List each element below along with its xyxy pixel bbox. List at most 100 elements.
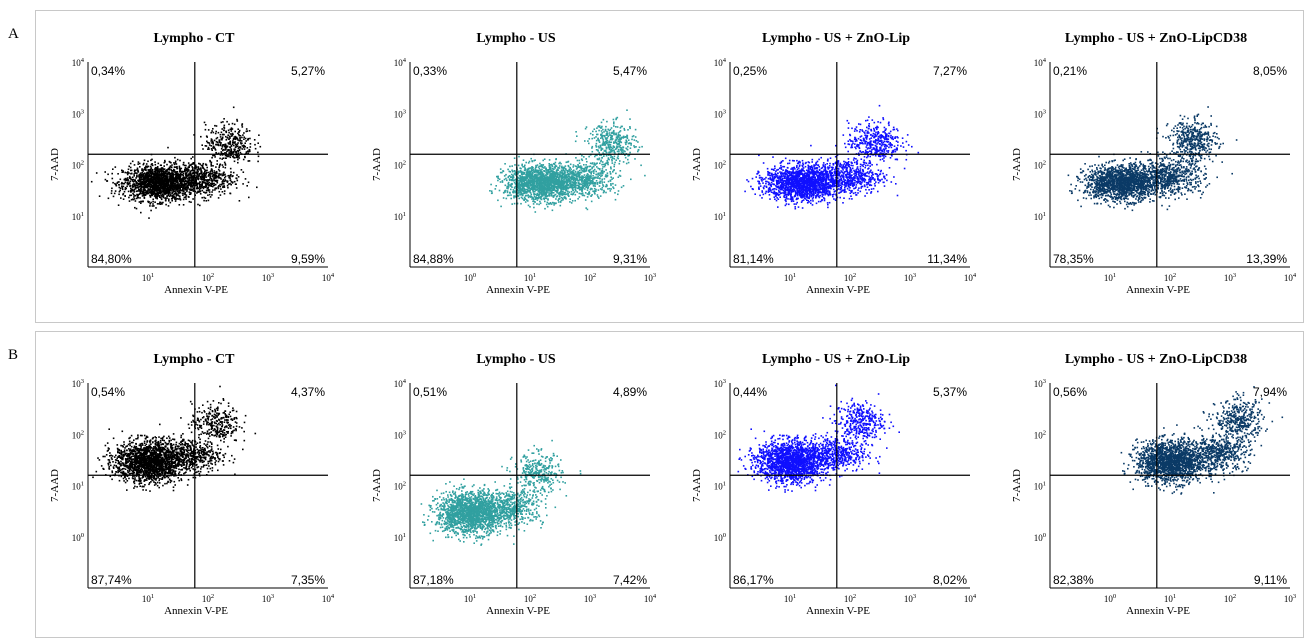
scatter-point	[132, 189, 134, 191]
scatter-point	[132, 198, 134, 200]
scatter-point	[533, 187, 535, 189]
scatter-point	[544, 193, 546, 195]
scatter-point	[533, 207, 535, 209]
scatter-point	[170, 175, 172, 177]
scatter-point	[577, 198, 579, 200]
scatter-point	[510, 185, 512, 187]
scatter-point	[222, 146, 224, 148]
scatter-point	[569, 167, 571, 169]
scatter-point	[155, 181, 157, 183]
scatter-point	[140, 173, 142, 175]
scatter-point	[190, 173, 192, 175]
scatter-point	[548, 192, 550, 194]
scatter-point	[105, 179, 107, 181]
scatter-point	[547, 199, 549, 201]
scatter-point	[126, 186, 128, 188]
scatter-point	[572, 176, 574, 178]
scatter-point	[227, 185, 229, 187]
scatter-point	[500, 206, 502, 208]
scatter-point	[203, 191, 205, 193]
scatter-point	[192, 169, 194, 171]
scatter-point	[134, 179, 136, 181]
scatter-point	[531, 181, 533, 183]
scatter-point	[623, 185, 625, 187]
scatter-point	[559, 173, 561, 175]
scatter-point	[135, 195, 137, 197]
scatter-point	[597, 177, 599, 179]
scatter-point	[226, 180, 228, 182]
scatter-point	[564, 172, 566, 174]
scatter-point	[150, 166, 152, 168]
scatter-point	[505, 174, 507, 176]
scatter-point	[223, 185, 225, 187]
scatter-point	[603, 131, 605, 133]
scatter-point	[205, 187, 207, 189]
scatter-point	[521, 194, 523, 196]
scatter-point	[258, 156, 260, 158]
scatter-point	[495, 188, 497, 190]
scatter-point	[182, 194, 184, 196]
scatter-point	[237, 151, 239, 153]
scatter-point	[249, 160, 251, 162]
scatter-point	[127, 177, 129, 179]
scatter-point	[221, 122, 223, 124]
scatter-point	[510, 189, 512, 191]
scatter-point	[162, 175, 164, 177]
scatter-point	[146, 167, 148, 169]
scatter-point	[523, 184, 525, 186]
scatter-point	[537, 188, 539, 190]
scatter-point	[130, 188, 132, 190]
scatter-point	[556, 176, 558, 178]
scatter-point	[207, 142, 209, 144]
scatter-point	[212, 180, 214, 182]
scatter-point	[242, 126, 244, 128]
scatter-point	[200, 193, 202, 195]
scatter-point	[637, 141, 639, 143]
scatter-point	[169, 161, 171, 163]
scatter-point	[206, 145, 208, 147]
scatter-point	[584, 174, 586, 176]
scatter-point	[564, 182, 566, 184]
scatter-point	[142, 186, 144, 188]
scatter-point	[601, 180, 603, 182]
scatter-point	[586, 126, 588, 128]
scatter-point	[221, 148, 223, 150]
scatter-point	[222, 121, 224, 123]
scatter-point	[175, 200, 177, 202]
scatter-point	[560, 183, 562, 185]
scatter-point	[611, 178, 613, 180]
scatter-point	[254, 144, 256, 146]
scatter-point	[541, 169, 543, 171]
scatter-point	[125, 181, 127, 183]
scatter-point	[596, 166, 598, 168]
scatter-point	[140, 175, 142, 177]
scatter-point	[250, 146, 252, 148]
scatter-point	[173, 190, 175, 192]
scatter-point	[577, 171, 579, 173]
scatter-point	[202, 165, 204, 167]
scatter-point	[114, 193, 116, 195]
scatter-point	[222, 175, 224, 177]
scatter-point	[136, 176, 138, 178]
scatter-point	[152, 178, 154, 180]
scatter-point	[222, 137, 224, 139]
scatter-point	[215, 177, 217, 179]
scatter-point	[532, 179, 534, 181]
scatter-point	[527, 200, 529, 202]
scatter-point	[165, 199, 167, 201]
scatter-point	[96, 172, 98, 174]
scatter-point	[215, 133, 217, 135]
scatter-point	[183, 204, 185, 206]
scatter-point	[626, 109, 628, 111]
scatter-point	[579, 174, 581, 176]
scatter-point	[593, 185, 595, 187]
scatter-point	[540, 184, 542, 186]
scatter-point	[167, 175, 169, 177]
scatter-point	[212, 128, 214, 130]
scatter-point	[579, 166, 581, 168]
scatter-point	[174, 157, 176, 159]
scatter-point	[612, 183, 614, 185]
scatter-point	[497, 177, 499, 179]
scatter-point	[144, 186, 146, 188]
scatter-point	[506, 186, 508, 188]
